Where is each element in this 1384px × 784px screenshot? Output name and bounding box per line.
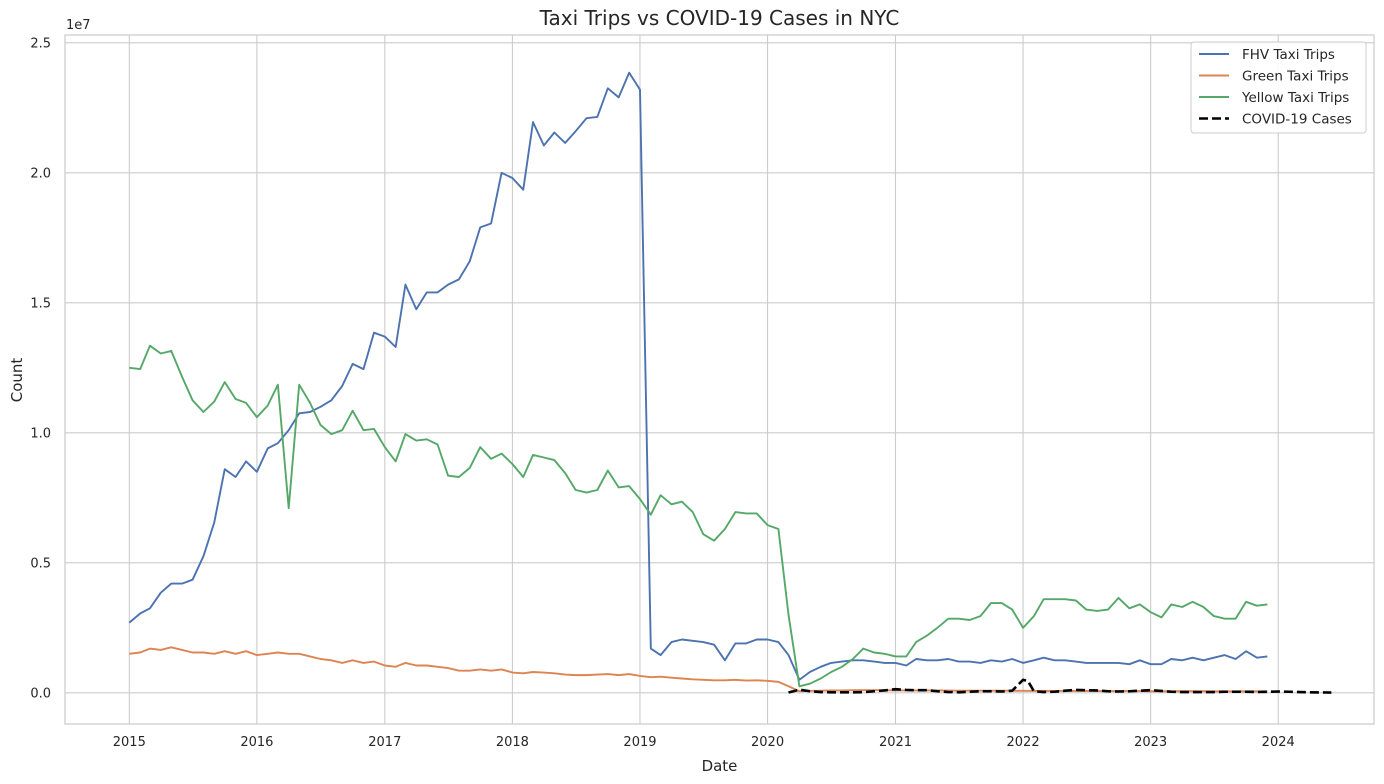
grid: [65, 35, 1374, 724]
x-tick-label: 2019: [623, 735, 656, 750]
legend-label: COVID-19 Cases: [1242, 112, 1352, 128]
x-axis-label: Date: [702, 757, 738, 775]
y-tick-label: 1.5: [30, 296, 51, 311]
y-offset-label: 1e7: [66, 18, 91, 33]
y-tick-label: 0.0: [30, 686, 51, 701]
x-tick-label: 2022: [1007, 735, 1040, 750]
x-tick-label: 2020: [751, 735, 784, 750]
legend-box: [1190, 41, 1367, 134]
x-tick-label: 2017: [368, 735, 401, 750]
series-line-fhv-taxi-trips: [128, 71, 1268, 681]
series-lines: [128, 71, 1332, 694]
legend-label: Yellow Taxi Trips: [1241, 90, 1349, 106]
plot-frame: [64, 34, 1375, 725]
legend-label: FHV Taxi Trips: [1242, 47, 1335, 63]
y-tick-label: 2.5: [30, 36, 51, 51]
x-tick-label: 2016: [240, 735, 273, 750]
legend-label: Green Taxi Trips: [1242, 69, 1349, 85]
y-tick-labels: 0.0 0.5 1.0 1.5 2.0 2.5: [30, 36, 51, 701]
legend: FHV Taxi Trips Green Taxi Trips Yellow Tax…: [1190, 41, 1367, 134]
series-line-covid-19-cases: [788, 678, 1332, 694]
x-tick-label: 2015: [113, 735, 146, 750]
y-axis-label: Count: [8, 358, 26, 403]
y-tick-label: 0.5: [30, 556, 51, 571]
x-tick-label: 2024: [1262, 735, 1295, 750]
x-tick-labels: 2015 2016 2017 2018 2019 2020 2021 2022 2023 2024: [113, 735, 1295, 750]
series-line-yellow-taxi-trips: [129, 344, 1268, 688]
y-tick-label: 1.0: [30, 426, 51, 441]
x-tick-label: 2023: [1134, 735, 1167, 750]
x-tick-label: 2021: [879, 735, 912, 750]
chart-title: Taxi Trips vs COVID-19 Cases in NYC: [539, 6, 900, 30]
x-tick-label: 2018: [496, 735, 529, 750]
y-tick-label: 2.0: [30, 166, 51, 181]
